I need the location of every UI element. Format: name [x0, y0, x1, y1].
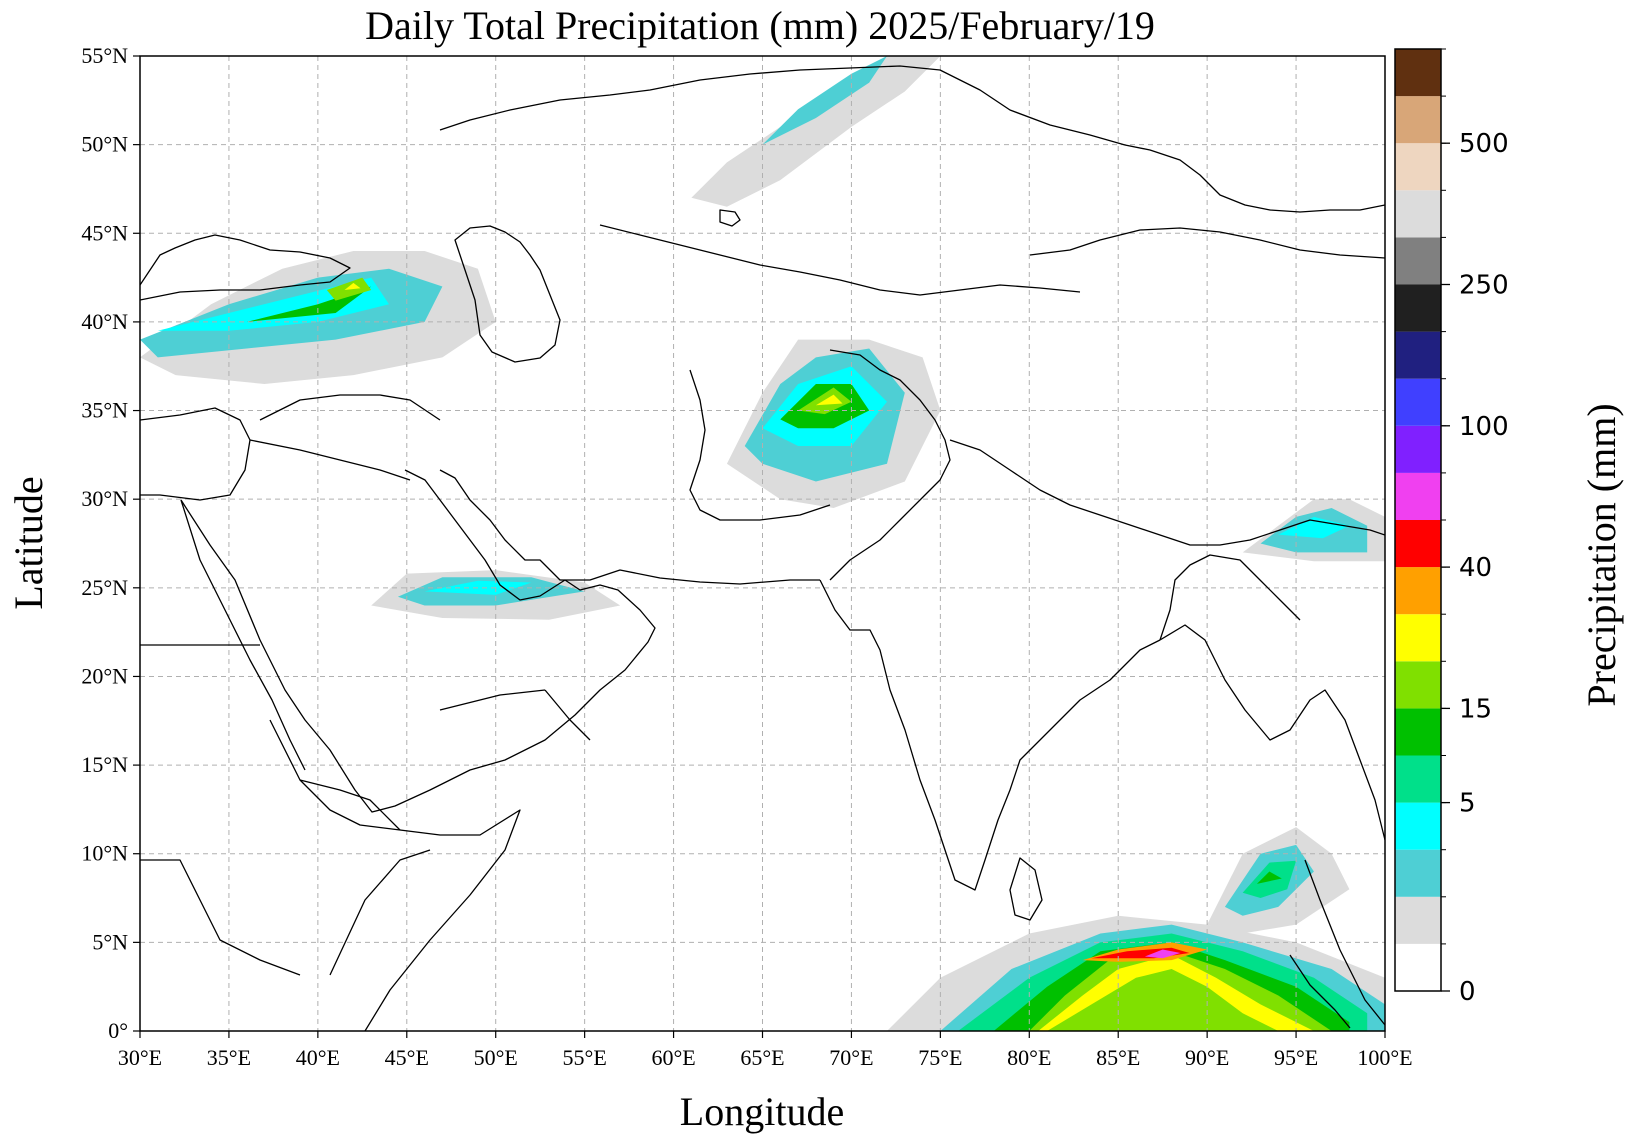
- colorbar-segment: [1395, 190, 1441, 238]
- colorbar-segment: [1395, 943, 1441, 991]
- colorbar-segment: [1395, 378, 1441, 426]
- precip-contour: [1144, 949, 1181, 959]
- colorbar-segment: [1395, 143, 1441, 191]
- x-tick-label: 90°E: [1185, 1045, 1229, 1070]
- map-title: Daily Total Precipitation (mm) 2025/Febr…: [365, 3, 1155, 48]
- precipitation-layer: [140, 56, 1385, 1031]
- precip-contour: [246, 286, 372, 322]
- x-axis-ticks: 30°E 35°E 40°E 45°E 50°E 55°E 60°E 65°E 70°E 75°E…: [118, 1031, 1413, 1070]
- china-mongolia-border: [1029, 227, 1385, 259]
- x-tick-label: 30°E: [118, 1045, 162, 1070]
- colorbar-segment: [1395, 331, 1441, 379]
- colorbar-segment: [1395, 896, 1441, 944]
- oman-yemen-border: [439, 689, 591, 741]
- y-tick-label: 5°N: [92, 929, 128, 954]
- malay-peninsula: [1304, 859, 1385, 1026]
- x-tick-label: 50°E: [474, 1045, 518, 1070]
- y-axis-ticks: 0° 5°N 10°N 15°N 20°N 25°N 30°N 35°N 40°N 45°N 50°…: [81, 43, 140, 1043]
- levant-borders: [249, 394, 441, 481]
- colorbar-segment: [1395, 708, 1441, 756]
- y-axis-title: Latitude: [6, 476, 51, 609]
- x-tick-label: 60°E: [651, 1045, 695, 1070]
- colorbar-segment: [1395, 661, 1441, 709]
- y-tick-label: 15°N: [81, 752, 128, 777]
- persian-gulf-iran-coast: [439, 469, 820, 585]
- black-sea-coast: [140, 234, 351, 301]
- x-tick-label: 95°E: [1274, 1045, 1318, 1070]
- y-tick-label: 20°N: [81, 663, 128, 688]
- colorbar-segment: [1395, 96, 1441, 144]
- aral-sea: [719, 209, 741, 227]
- colorbar-segment: [1395, 567, 1441, 615]
- iran-afghanistan-border: [689, 369, 831, 521]
- mediterranean-coast: [140, 407, 251, 501]
- colorbar-tick-label: 0: [1459, 977, 1476, 1007]
- colorbar-segment: [1395, 237, 1441, 285]
- x-tick-label: 65°E: [740, 1045, 784, 1070]
- precip-contour: [1256, 871, 1282, 884]
- x-tick-label: 70°E: [829, 1045, 873, 1070]
- gridlines: [140, 56, 1385, 1031]
- x-tick-label: 100°E: [1357, 1045, 1412, 1070]
- x-tick-label: 85°E: [1096, 1045, 1140, 1070]
- india-interior-borders: [1159, 554, 1301, 641]
- y-tick-label: 25°N: [81, 575, 128, 600]
- x-tick-label: 35°E: [207, 1045, 251, 1070]
- x-axis-title: Longitude: [680, 1089, 844, 1134]
- precip-contour: [1047, 969, 1279, 1031]
- colorbar-tick-label: 500: [1459, 129, 1509, 159]
- y-tick-label: 45°N: [81, 220, 128, 245]
- colorbar-segment: [1395, 472, 1441, 520]
- afghanistan-pakistan-border: [829, 349, 951, 581]
- colorbar-tick-label: 40: [1459, 553, 1492, 583]
- colorbar-tick-label: 5: [1459, 789, 1476, 819]
- arabian-peninsula-coast: [180, 469, 656, 813]
- colorbar-segment: [1395, 614, 1441, 662]
- himalaya-border: [949, 439, 1385, 546]
- y-tick-label: 10°N: [81, 841, 128, 866]
- colorbar-segment: [1395, 849, 1441, 897]
- bay-of-bengal-east-coast: [1159, 624, 1385, 841]
- india-west-coast: [819, 579, 1161, 891]
- x-tick-label: 80°E: [1007, 1045, 1051, 1070]
- kazakhstan-border: [439, 65, 1385, 213]
- colorbar-segment: [1395, 802, 1441, 850]
- colorbar-segment: [1395, 49, 1441, 97]
- precip-contour: [691, 56, 941, 207]
- x-tick-label: 45°E: [385, 1045, 429, 1070]
- precip-contour: [344, 282, 361, 290]
- colorbar: 0 5 15 40 100 250 500: [1394, 48, 1509, 1007]
- colorbar-tick-label: 250: [1459, 271, 1509, 301]
- y-tick-label: 0°: [108, 1018, 128, 1043]
- y-tick-label: 35°N: [81, 398, 128, 423]
- colorbar-segment: [1395, 425, 1441, 473]
- precip-contour: [815, 394, 843, 406]
- coastlines-and-borders: [140, 65, 1385, 1031]
- y-tick-label: 30°N: [81, 486, 128, 511]
- colorbar-segment: [1395, 755, 1441, 803]
- colorbar-segment: [1395, 284, 1441, 332]
- x-tick-label: 40°E: [296, 1045, 340, 1070]
- colorbar-tick-label: 15: [1459, 694, 1492, 724]
- precip-contour: [1278, 516, 1350, 539]
- precip-contour: [762, 56, 887, 145]
- ethiopia-somalia-border: [299, 779, 431, 976]
- central-asia-borders: [599, 224, 1081, 296]
- x-tick-label: 55°E: [563, 1045, 607, 1070]
- egypt-sudan-border: [140, 644, 301, 976]
- x-tick-label: 75°E: [918, 1045, 962, 1070]
- y-tick-label: 55°N: [81, 43, 128, 68]
- caspian-sea-coast: [454, 225, 561, 363]
- red-sea-west-coast: [180, 499, 306, 771]
- sumatra: [1289, 954, 1351, 1029]
- sri-lanka: [1009, 857, 1043, 921]
- horn-of-africa: [269, 719, 521, 1031]
- colorbar-label: Precipitation (mm): [1579, 403, 1624, 706]
- colorbar-tick-label: 100: [1459, 412, 1509, 442]
- y-tick-label: 50°N: [81, 132, 128, 157]
- y-tick-label: 40°N: [81, 309, 128, 334]
- colorbar-segment: [1395, 520, 1441, 568]
